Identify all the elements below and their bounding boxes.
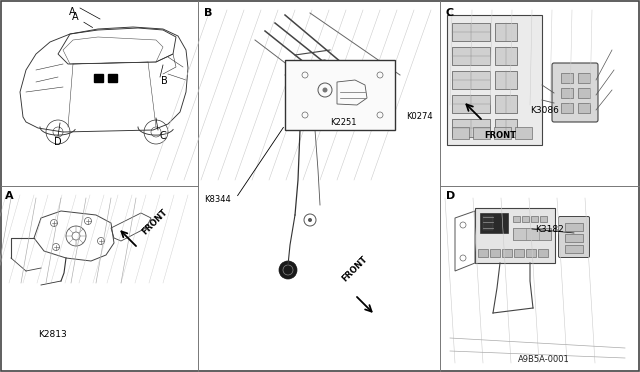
Bar (495, 23, 517, 41)
Bar (495, 119, 517, 137)
Text: FRONT: FRONT (484, 131, 516, 140)
Bar (538, 249, 548, 257)
FancyBboxPatch shape (552, 63, 598, 122)
Bar (452, 127, 469, 139)
Bar (495, 71, 517, 89)
Bar (522, 216, 529, 222)
Bar (285, 60, 395, 130)
Bar (495, 95, 517, 113)
Text: K8344: K8344 (204, 195, 231, 204)
Text: A: A (5, 191, 13, 201)
Bar (565, 223, 583, 231)
Bar (565, 234, 583, 242)
Circle shape (308, 218, 312, 222)
Circle shape (279, 261, 297, 279)
Bar (526, 249, 536, 257)
Bar (473, 127, 490, 139)
Text: D: D (446, 191, 455, 201)
Circle shape (323, 87, 328, 93)
Bar (452, 95, 490, 113)
Bar (494, 127, 511, 139)
Bar (475, 208, 555, 263)
Bar (478, 249, 488, 257)
Bar (452, 71, 490, 89)
Text: FRONT: FRONT (340, 254, 369, 283)
Bar (578, 73, 590, 83)
Text: K3182: K3182 (535, 225, 564, 234)
Bar (513, 228, 551, 240)
Bar (94, 74, 103, 82)
Bar (447, 15, 542, 145)
Text: FRONT: FRONT (140, 207, 169, 236)
Bar (561, 73, 573, 83)
Bar (495, 47, 517, 65)
Bar (480, 213, 508, 233)
Text: K0274: K0274 (406, 112, 433, 121)
Text: A: A (69, 7, 76, 17)
Text: B: B (204, 8, 212, 18)
Text: B: B (161, 76, 168, 86)
Bar (452, 47, 490, 65)
FancyBboxPatch shape (559, 217, 589, 257)
Bar (531, 216, 538, 222)
Text: A: A (72, 12, 93, 28)
Bar (540, 216, 547, 222)
Bar (452, 119, 490, 137)
Text: C: C (159, 131, 166, 141)
Bar (514, 249, 524, 257)
Bar (565, 245, 583, 253)
Bar (483, 216, 493, 230)
Text: K3086: K3086 (530, 106, 559, 115)
Text: A9B5A-0001: A9B5A-0001 (518, 355, 570, 364)
Bar (578, 88, 590, 98)
Bar (513, 216, 520, 222)
Bar (578, 103, 590, 113)
Bar (502, 249, 512, 257)
Bar (108, 74, 117, 82)
Bar (561, 88, 573, 98)
Bar (490, 249, 500, 257)
Text: K2813: K2813 (38, 330, 67, 339)
Text: C: C (446, 8, 454, 18)
Bar (561, 103, 573, 113)
Text: D: D (54, 137, 61, 147)
Bar (515, 127, 532, 139)
Text: K2251: K2251 (330, 118, 356, 127)
Bar (452, 23, 490, 41)
